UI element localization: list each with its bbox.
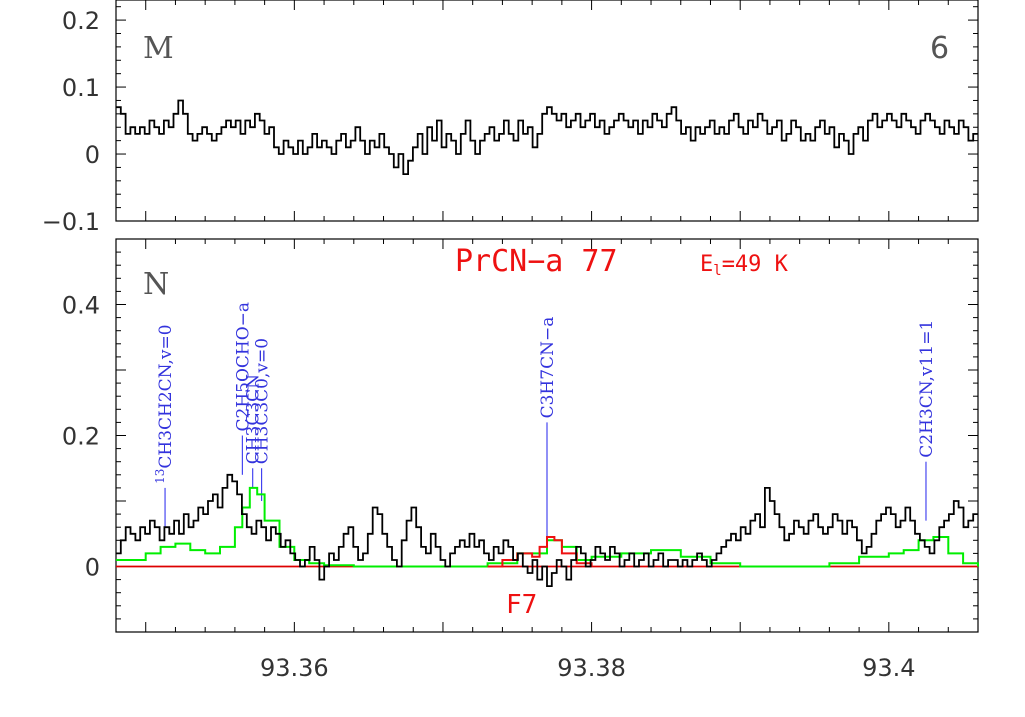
line-marker-label: 13CH3CH2CN,v=0 xyxy=(153,324,176,483)
energy-label: El=49 K xyxy=(700,252,789,279)
line-marker-label: C2H5OCHO−a xyxy=(233,302,253,432)
panel-m-ticks xyxy=(115,0,979,222)
line-marker-label: CH3C3CN xyxy=(244,374,264,464)
panel-m-y-tick-label: 0.2 xyxy=(62,7,100,35)
panel-m-frame xyxy=(115,0,979,222)
panel-m-observed-spectrum xyxy=(116,99,978,175)
panel-n-y-tick-label: 0.4 xyxy=(62,292,100,320)
panel-m-y-tick-labels: 0.2 0.1 0 −0.1 xyxy=(42,7,100,236)
panel-m-number: 6 xyxy=(930,31,949,66)
panel-n-label: N xyxy=(143,267,169,302)
panel-n-x-tick-label: 93.4 xyxy=(862,654,915,682)
panel-n-y-tick-labels: 0.4 0.2 0 xyxy=(62,292,100,582)
line-marker-label: C2H3CN,v11=1 xyxy=(917,320,937,458)
transition-label: F7 xyxy=(506,590,537,620)
line-markers: 13CH3CH2CN,v=0 C2H5OCHO−aCH3C3CNCH3C3C0,v… xyxy=(153,302,937,538)
panel-n-ticks xyxy=(115,238,979,633)
panel-m-y-tick-label: −0.1 xyxy=(42,208,100,236)
panel-m-y-tick-label: 0.1 xyxy=(62,74,100,102)
line-marker-label: C3H7CN−a xyxy=(538,317,558,419)
panel-n-x-tick-label: 93.36 xyxy=(260,654,329,682)
panel-n-x-tick-label: 93.38 xyxy=(557,654,626,682)
panel-m-label: M xyxy=(143,31,174,66)
line-marker-label: CH3C3C0,v=0 xyxy=(253,338,273,464)
panel-n-y-tick-label: 0 xyxy=(85,554,100,582)
panel-m-y-tick-label: 0 xyxy=(85,141,100,169)
panel-n-y-tick-label: 0.2 xyxy=(62,423,100,451)
panel-n-x-tick-labels: 93.36 93.38 93.4 xyxy=(260,654,916,682)
panel-n-observed-spectrum xyxy=(116,473,978,587)
species-title: PrCN−a 77 xyxy=(455,244,618,279)
